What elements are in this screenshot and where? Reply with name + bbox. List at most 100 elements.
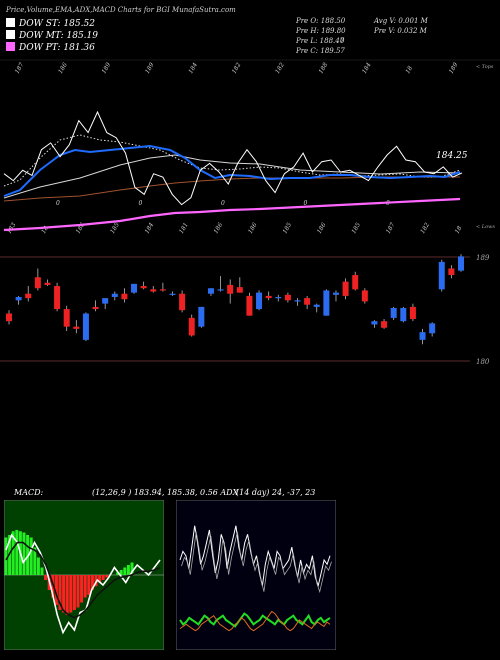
macd-label: MACD: (14, 488, 44, 497)
adx-line-secondary (181, 531, 332, 594)
candle-body (409, 306, 416, 319)
top-label-10: 189 (448, 61, 460, 75)
candle-body (332, 292, 339, 295)
legend-swatch-mt (6, 30, 15, 39)
candle-body (169, 293, 176, 295)
macd-hist-bar (11, 531, 15, 575)
candle-body (198, 306, 205, 327)
legend-swatch-pt (6, 42, 15, 51)
legend-label-st: DOW ST: 185.52 (19, 19, 95, 29)
bottom-label-9: 186 (316, 221, 328, 235)
candle-body (150, 289, 157, 292)
candle-body (371, 321, 378, 325)
macd-hist-bar (36, 557, 40, 575)
candle-body (207, 288, 214, 294)
bottom-label-2: 186 (75, 221, 87, 235)
candle-body (361, 290, 368, 302)
macd-hist-bar (4, 537, 8, 575)
candle-axis-bottom: 180 (476, 358, 490, 366)
candle-body (102, 298, 109, 304)
top-label-2: 189 (100, 61, 112, 75)
macd-values: (12,26,9 ) 183.94, 185.38, 0.56 ADX (92, 488, 239, 497)
candle-body (131, 283, 138, 293)
candle-body (400, 308, 407, 322)
adx-values: (14 day) 24, -37, 23 (236, 488, 316, 497)
macd-hist-bar (130, 562, 134, 575)
orange-ema-line (3, 176, 460, 202)
bottom-label-11: 187 (385, 221, 397, 235)
dotted-ema-line (3, 134, 461, 187)
candle-body (284, 294, 291, 301)
candle-body (429, 323, 436, 334)
candle-body (188, 317, 195, 336)
avg-volume: Avg V: 0.001 M (374, 17, 428, 25)
legend-label-mt: DOW MT: 185.19 (19, 31, 98, 41)
candle-body (419, 332, 426, 340)
candle-body (448, 268, 455, 276)
macd-hist-bar (105, 575, 109, 578)
tops-tag: < Tops (476, 64, 494, 70)
candle-body (6, 313, 12, 322)
macd-hist-bar (94, 575, 98, 587)
candle-body (121, 293, 128, 300)
macd-hist-bar (101, 575, 105, 580)
macd-hist-bar (90, 575, 94, 590)
mid-label-3: 0 (304, 200, 308, 207)
candle-body (140, 286, 147, 289)
candle-body (458, 256, 464, 271)
macd-hist-bar (62, 575, 66, 613)
macd-hist-bar (116, 572, 120, 575)
candle-body (82, 313, 89, 340)
macd-hist-bar (22, 532, 26, 575)
top-label-8: 184 (361, 61, 373, 75)
bottom-label-5: 181 (178, 222, 190, 235)
macd-hist-bar (76, 575, 80, 608)
candle-body (390, 308, 397, 318)
lows-tag: < Lows (476, 224, 495, 230)
macd-hist-bar (98, 575, 102, 583)
top-label-5: 182 (231, 61, 243, 75)
candle-body (342, 281, 349, 296)
chart-title: Price,Volume,EMA,ADX,MACD Charts for BGI… (6, 6, 236, 14)
macd-hist-bar (123, 567, 127, 575)
macd-hist-bar (44, 575, 48, 580)
candle-body (438, 261, 445, 290)
prev-open: Pre O: 188.50 (296, 17, 346, 25)
candle-body (294, 300, 301, 302)
price-line (3, 110, 463, 206)
macd-chart (4, 500, 164, 650)
bottom-label-6: 186 (212, 221, 224, 235)
candle-body (159, 289, 166, 291)
macd-hist-bar (119, 570, 123, 575)
candle-body (275, 297, 282, 299)
bottom-label-12: 182 (419, 221, 431, 235)
candle-body (227, 284, 234, 294)
macd-hist-bar (26, 535, 30, 575)
candle-body (25, 293, 32, 299)
mid-label-1: 0 (139, 200, 143, 207)
bottom-label-8: 185 (281, 221, 293, 235)
macd-hist-bar (65, 575, 69, 615)
top-label-9: 18 (404, 65, 414, 75)
candle-body (256, 292, 263, 310)
candle-body (352, 275, 359, 290)
candle-body (304, 298, 311, 305)
candle-body (313, 304, 320, 307)
bottom-label-10: 185 (350, 221, 362, 235)
candle-body (265, 295, 272, 299)
macd-hist-bar (72, 575, 76, 610)
macd-hist-bar (58, 575, 62, 610)
last-price-label: 184.25 (436, 151, 468, 161)
macd-hist-bar (15, 530, 19, 575)
blue-ema-line (3, 144, 461, 197)
legend-swatch-st (6, 18, 15, 27)
macd-hist-bar (80, 575, 84, 603)
top-label-7: 188 (317, 61, 329, 75)
candle-body (217, 289, 224, 291)
legend-label-pt: DOW PT: 181.36 (19, 43, 95, 53)
top-label-6: 182 (274, 61, 286, 75)
candle-body (15, 297, 22, 301)
prev-high: Pre H: 189.80 (296, 27, 346, 35)
adx-panel-bg (176, 500, 336, 650)
